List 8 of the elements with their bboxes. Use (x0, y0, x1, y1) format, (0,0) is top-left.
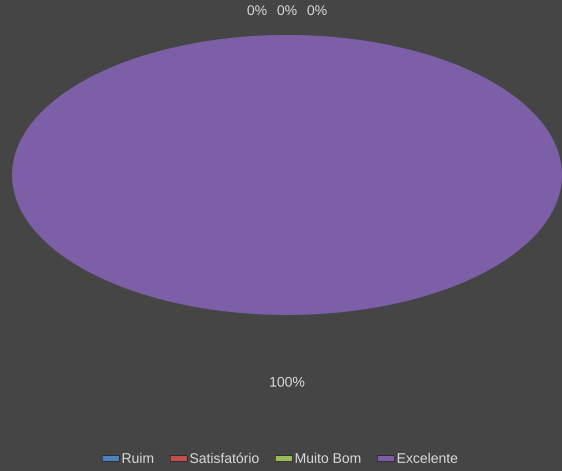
legend-label: Satisfatório (190, 452, 259, 464)
legend-label: Ruim (122, 452, 154, 464)
data-label: 100% (270, 376, 304, 387)
legend-label: Excelente (398, 452, 458, 464)
legend-label: Muito Bom (296, 452, 360, 464)
text: 0% (307, 5, 327, 16)
text: 0% (247, 5, 267, 16)
text: 0% (277, 5, 297, 16)
